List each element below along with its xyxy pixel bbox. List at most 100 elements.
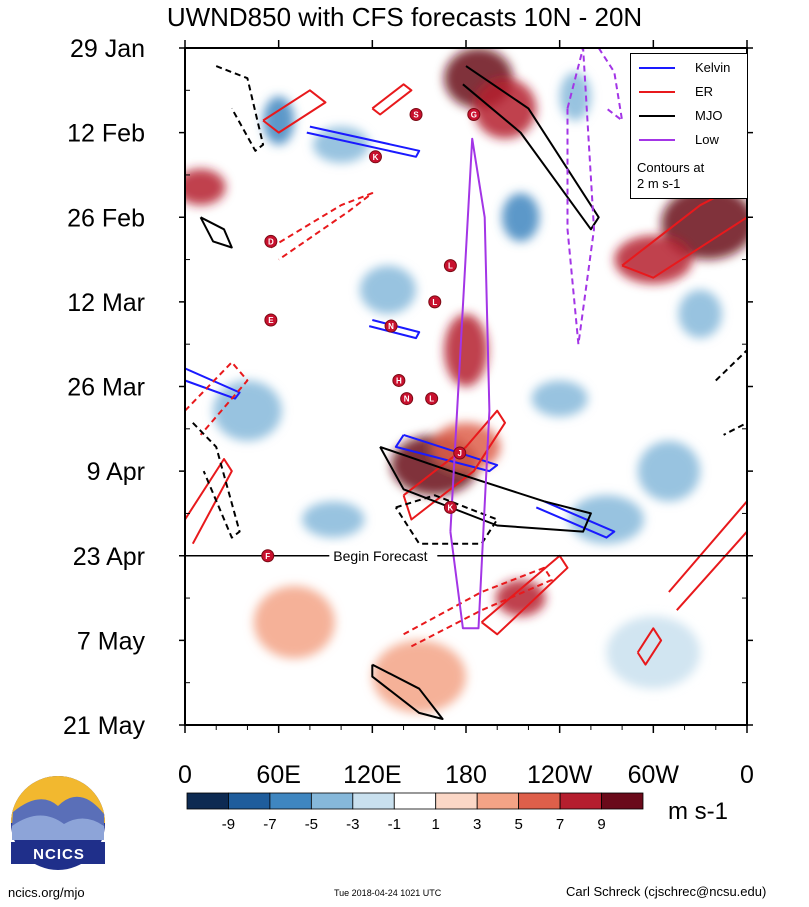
legend-label-kelvin: Kelvin bbox=[695, 60, 731, 75]
storm-marker: K bbox=[368, 150, 382, 164]
field-blob bbox=[372, 640, 466, 713]
colorbar-label: -3 bbox=[346, 816, 359, 833]
storm-circle bbox=[368, 150, 382, 164]
contour-lines bbox=[185, 48, 747, 720]
storm-letter: L bbox=[432, 298, 437, 307]
storm-circle bbox=[425, 392, 439, 406]
chart-title: UWND850 with CFS forecasts 10N - 20N bbox=[166, 2, 643, 32]
storm-marker: L bbox=[428, 295, 442, 309]
contour-kelvin bbox=[394, 433, 499, 473]
legend-item-mjo: MJO bbox=[631, 108, 747, 124]
storm-circle bbox=[409, 107, 423, 121]
field-blob bbox=[531, 380, 588, 417]
contour-note-line2: 2 m s-1 bbox=[637, 176, 681, 191]
field-blob bbox=[678, 289, 723, 339]
y-axis: 29 Jan 12 Feb 26 Feb 12 Mar 26 Mar 9 Apr 23 Ap… bbox=[63, 35, 753, 740]
storm-letter: L bbox=[448, 262, 453, 271]
x-axis: 0 60E 120E 180 120W 60W 0 bbox=[178, 40, 754, 789]
storm-circle bbox=[443, 500, 457, 514]
x-tick-label: 60W bbox=[628, 761, 680, 789]
storm-letter: S bbox=[413, 110, 419, 119]
x-tick-label: 120E bbox=[343, 761, 401, 789]
storm-circle bbox=[264, 234, 278, 248]
x-tick-label: 0 bbox=[740, 761, 754, 789]
storm-marker: K bbox=[443, 500, 457, 514]
contour-kelvin bbox=[535, 500, 616, 539]
field-blob bbox=[637, 440, 701, 502]
field-blob bbox=[444, 313, 488, 387]
y-tick-label: 26 Mar bbox=[67, 374, 145, 402]
colorbar-units: m s-1 bbox=[668, 798, 728, 825]
field-blob bbox=[614, 235, 693, 284]
colorbar-label: -7 bbox=[263, 816, 276, 833]
storm-circle bbox=[264, 313, 278, 327]
ncics-logo bbox=[11, 776, 105, 870]
contour-mjo bbox=[192, 422, 241, 539]
y-tick-label: 12 Mar bbox=[67, 289, 145, 317]
legend: Kelvin ER MJO Low Contours at 2 m s-1 bbox=[630, 53, 748, 199]
colorbar-label: -9 bbox=[222, 816, 235, 833]
storm-letter: E bbox=[268, 316, 274, 325]
contour-er bbox=[185, 361, 249, 436]
field-blob bbox=[661, 187, 747, 260]
colorbar-label: 5 bbox=[514, 816, 522, 833]
footer-website[interactable]: ncics.org/mjo bbox=[8, 885, 85, 900]
contour-low bbox=[566, 48, 595, 346]
storm-circle bbox=[443, 259, 457, 273]
contour-low bbox=[449, 137, 491, 630]
contour-low bbox=[597, 48, 624, 122]
x-tick-label: 0 bbox=[178, 761, 192, 789]
field-blob bbox=[253, 585, 335, 659]
legend-label-low: Low bbox=[695, 132, 719, 147]
storm-circle bbox=[467, 107, 481, 121]
field-blob bbox=[559, 72, 591, 121]
contour-mjo bbox=[371, 663, 444, 720]
storm-marker: J bbox=[453, 446, 467, 460]
contour-er bbox=[480, 554, 569, 636]
storm-marker: L bbox=[425, 392, 439, 406]
contour-mjo bbox=[199, 216, 233, 249]
contour-mjo bbox=[215, 65, 265, 152]
storm-circle bbox=[392, 373, 406, 387]
field-blob bbox=[473, 78, 537, 139]
storm-marker: L bbox=[443, 259, 457, 273]
y-tick-label: 12 Feb bbox=[67, 120, 145, 148]
storm-circle bbox=[428, 295, 442, 309]
colorbar-label: -1 bbox=[388, 816, 401, 833]
colorbar-label: 9 bbox=[597, 816, 605, 833]
storm-marker: H bbox=[392, 373, 406, 387]
field-blob bbox=[185, 168, 226, 206]
storm-circle bbox=[400, 392, 414, 406]
storm-marker: E bbox=[264, 313, 278, 327]
contour-note: Contours at 2 m s-1 bbox=[637, 160, 704, 192]
y-tick-label: 21 May bbox=[63, 712, 145, 740]
y-tick-label: 7 May bbox=[77, 627, 146, 655]
footer-author: Carl Schreck (cjschrec@ncsu.edu) bbox=[566, 884, 767, 899]
colorbar-label: 3 bbox=[473, 816, 481, 833]
contour-kelvin bbox=[306, 125, 421, 158]
contour-er bbox=[262, 89, 327, 134]
colorbar-label: 7 bbox=[556, 816, 564, 833]
storm-letter: N bbox=[388, 322, 394, 331]
contour-mjo bbox=[379, 445, 592, 533]
contour-er bbox=[270, 192, 374, 261]
colorbar-swatch bbox=[476, 792, 520, 810]
contour-er bbox=[371, 83, 413, 116]
storm-letter: G bbox=[471, 110, 477, 119]
x-tick-label: 120W bbox=[527, 761, 593, 789]
legend-label-er: ER bbox=[695, 84, 714, 99]
storm-letter: L bbox=[429, 395, 434, 404]
legend-label-mjo: MJO bbox=[695, 108, 723, 123]
contour-mjo bbox=[462, 65, 600, 231]
field-blob bbox=[569, 495, 644, 544]
forecast-label-bg bbox=[329, 545, 438, 564]
storm-letter: F bbox=[265, 552, 270, 561]
y-tick-label: 29 Jan bbox=[70, 35, 145, 63]
field-blob bbox=[501, 193, 540, 242]
forecast-label: Begin Forecast bbox=[333, 548, 427, 564]
contour-mjo bbox=[715, 349, 747, 436]
colorbar-swatch bbox=[269, 792, 312, 810]
storm-letter: N bbox=[404, 395, 410, 404]
storm-marker: G bbox=[467, 107, 481, 121]
legend-item-low: Low bbox=[631, 132, 747, 148]
